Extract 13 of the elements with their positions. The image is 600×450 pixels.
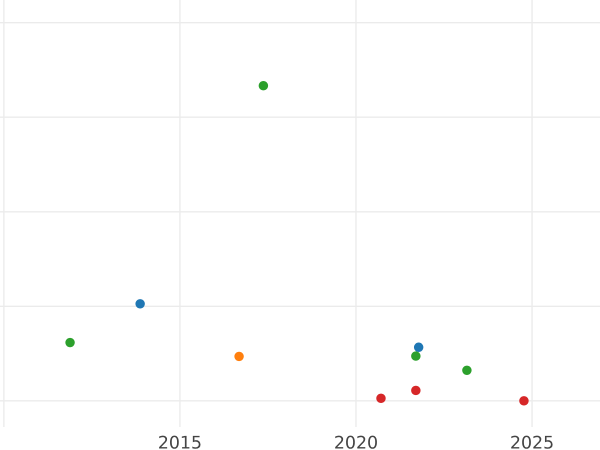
x-tick-label: 2025 [511, 436, 553, 449]
point [376, 394, 386, 404]
point [462, 366, 472, 375]
point [414, 342, 424, 352]
point [519, 396, 529, 406]
point [258, 81, 268, 90]
point [234, 352, 244, 362]
point [411, 351, 421, 361]
point [411, 386, 421, 396]
point [135, 299, 145, 308]
point [65, 338, 75, 348]
x-tick-label: 2020 [335, 436, 377, 449]
x-tick-label: 2015 [159, 436, 201, 449]
